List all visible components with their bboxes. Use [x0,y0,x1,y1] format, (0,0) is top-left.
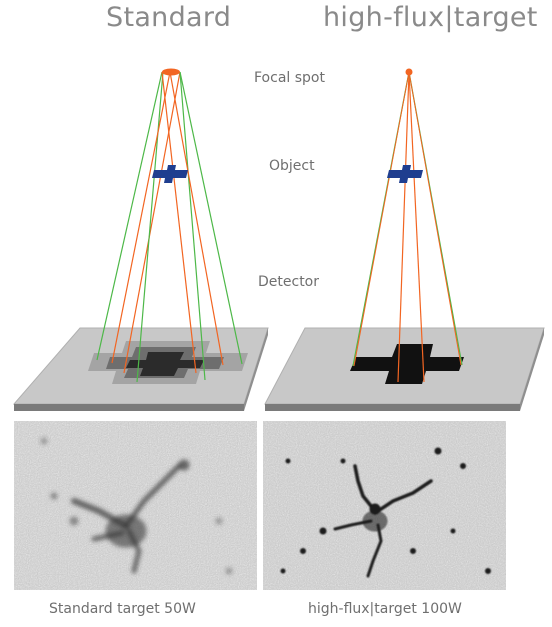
title-standard: Standard [106,2,232,33]
object-cross-right [387,165,423,183]
focal-spot-standard [162,68,180,76]
rays-standard [96,71,243,383]
xray-image-high-flux [263,421,506,590]
focal-spot-high-flux [405,68,413,76]
xray-image-standard [14,421,257,590]
label-detector: Detector [258,274,320,290]
title-high-flux: high-flux|target [323,2,538,33]
projection-diagram [12,68,545,411]
object-shadow-sharp [350,344,464,384]
rays-high-flux [352,71,463,383]
label-object: Object [269,158,315,174]
caption-high-flux-target: high-flux|target 100W [308,601,462,617]
label-focal-spot: Focal spot [254,70,325,86]
object-cross-left [152,165,188,183]
caption-standard-target: Standard target 50W [49,601,196,617]
